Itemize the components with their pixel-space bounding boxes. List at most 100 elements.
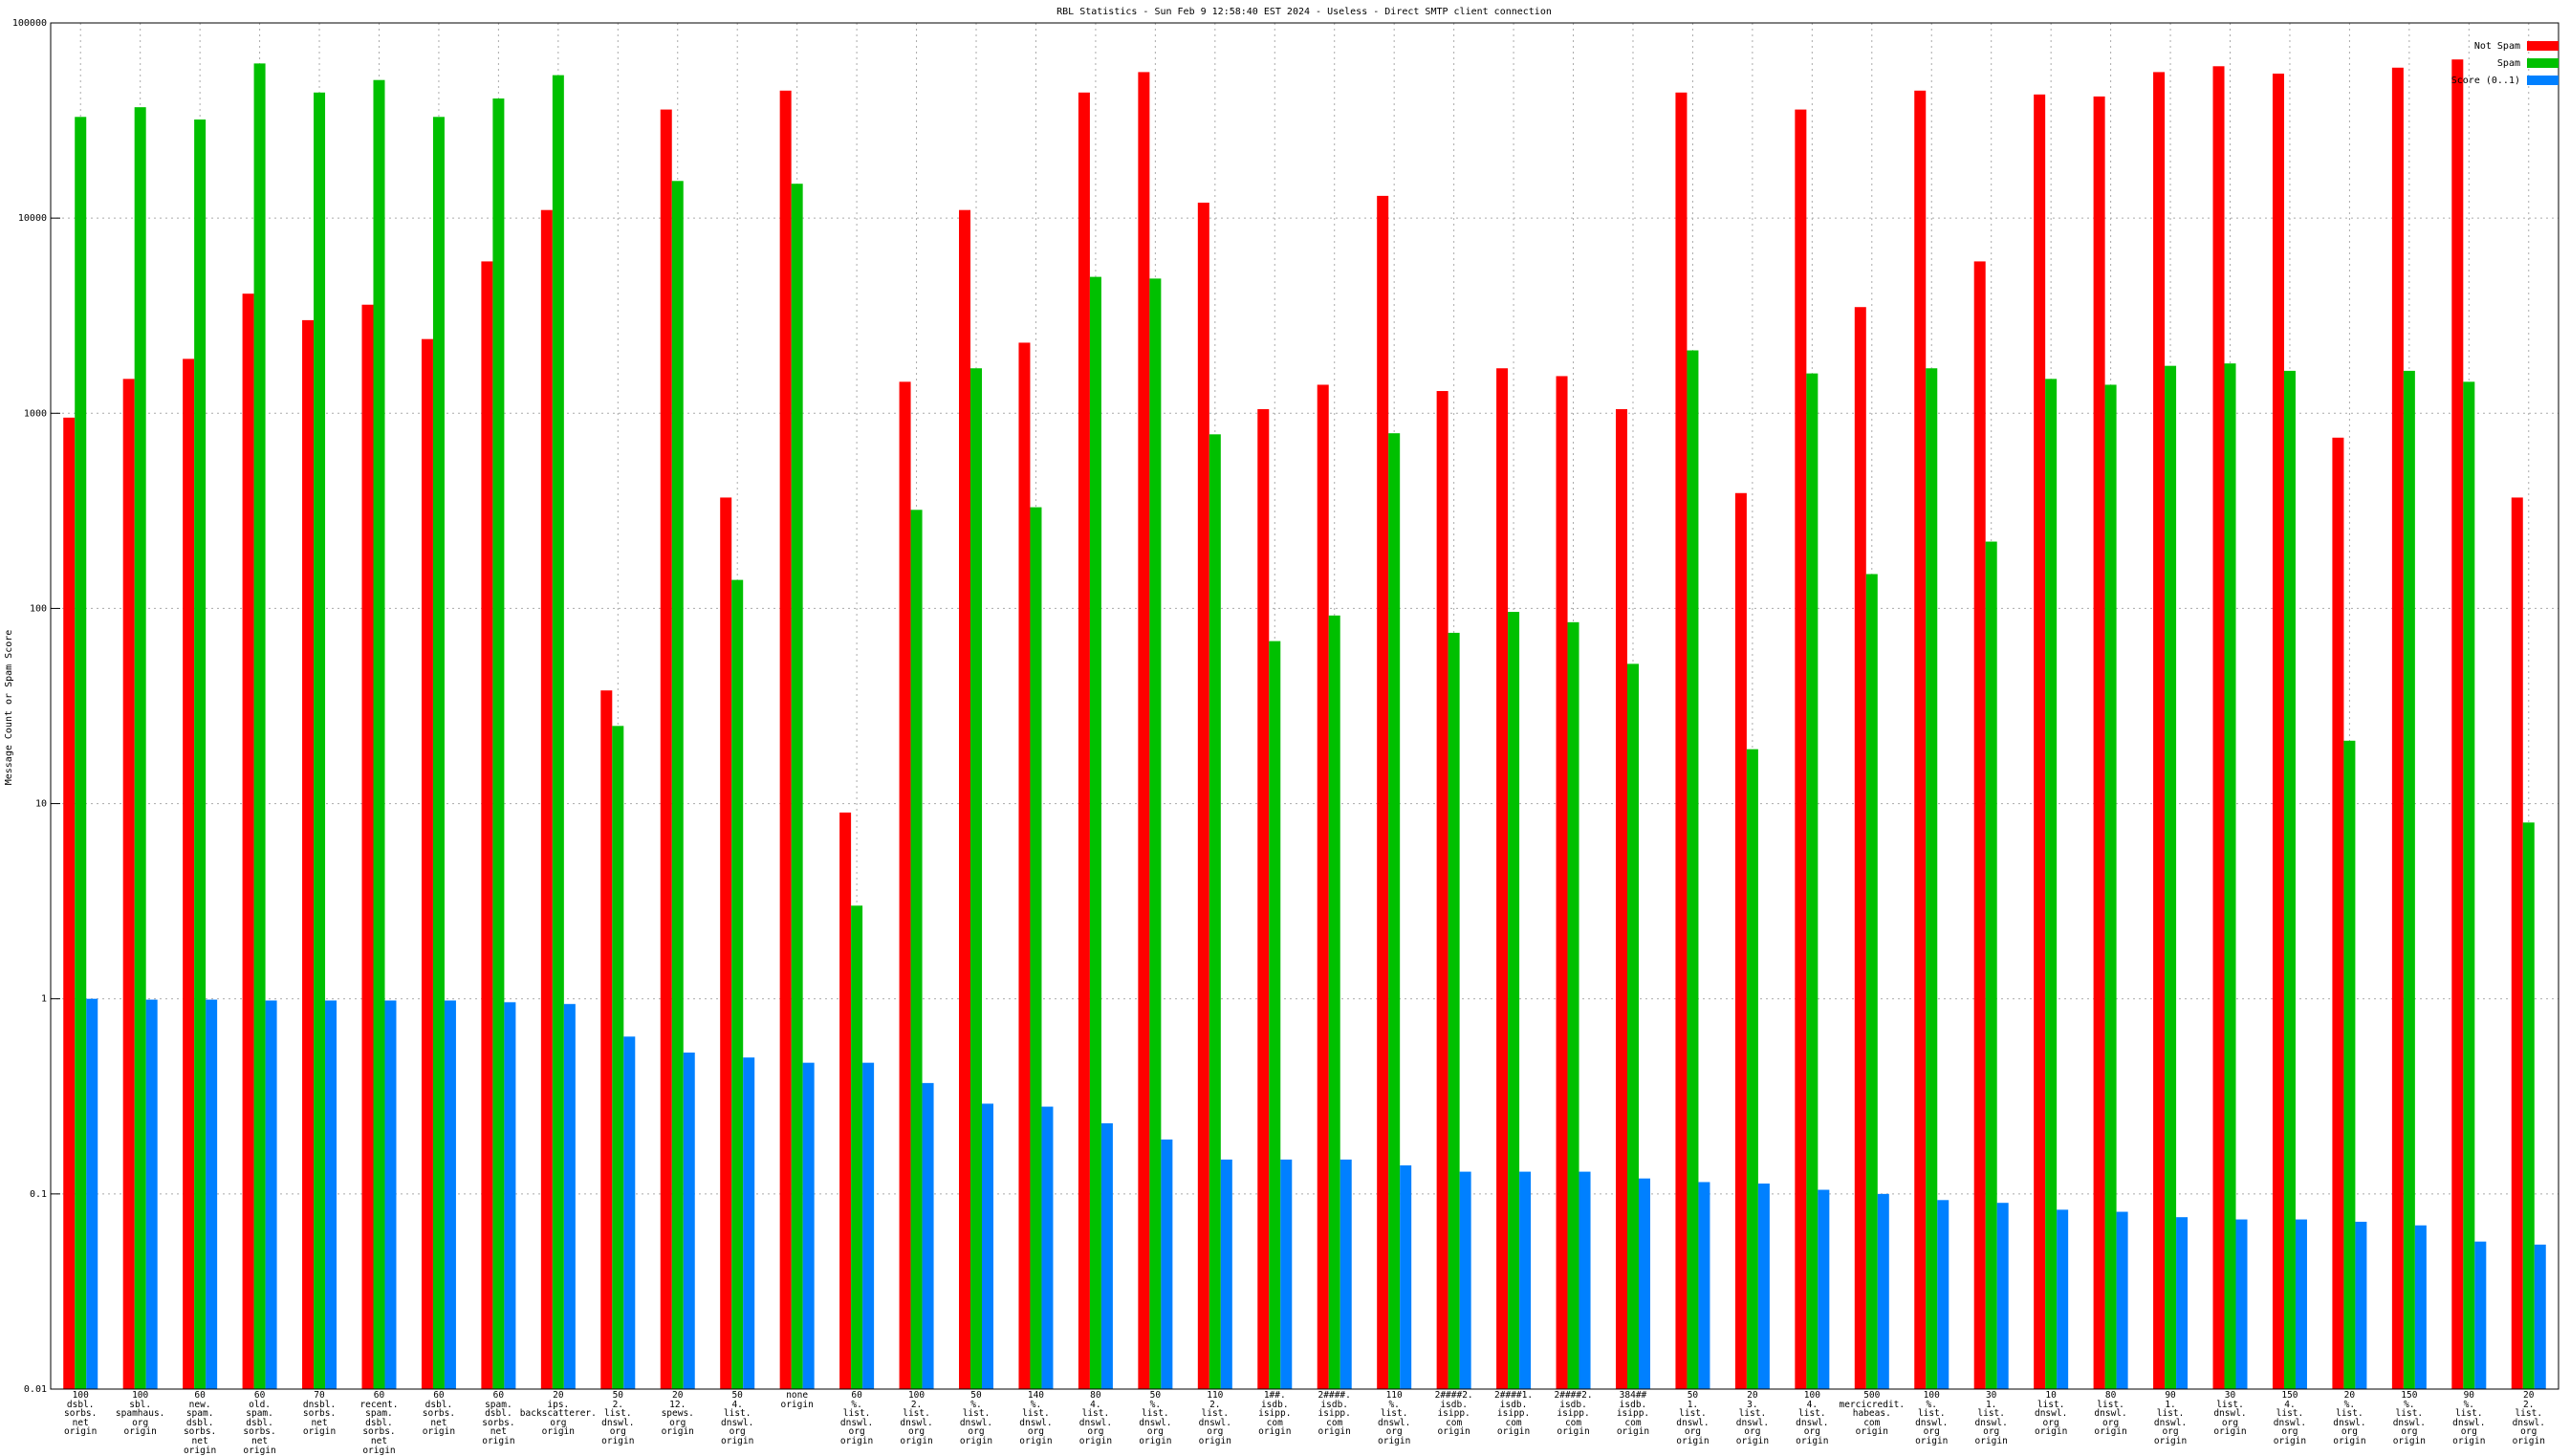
bar [970, 368, 983, 1389]
bar [1556, 376, 1568, 1389]
bar [563, 1004, 576, 1389]
bar [1459, 1171, 1471, 1389]
legend-label: Spam [2497, 58, 2520, 69]
x-tick-label: 20 3. list. dnswl. org origin [1735, 1390, 1770, 1446]
x-tick-label: 384## isdb. isipp. com origin [1616, 1390, 1650, 1438]
x-tick-label: 50 4. list. dnswl. org origin [721, 1390, 754, 1446]
bar [1041, 1106, 1054, 1389]
bar [444, 1000, 456, 1389]
bar [1687, 350, 1699, 1389]
bar [1078, 92, 1090, 1389]
bar [2116, 1211, 2128, 1389]
bar [2474, 1241, 2487, 1389]
x-tick-label: 80 4. list. dnswl. org origin [1078, 1390, 1113, 1446]
bar [1280, 1159, 1293, 1389]
bar [361, 304, 374, 1390]
bar [2272, 74, 2284, 1390]
bar [75, 117, 87, 1389]
bar [373, 79, 385, 1389]
bar [2212, 66, 2225, 1390]
bar [1197, 202, 1209, 1390]
x-tick-label: 30 list. dnswl. org origin [2213, 1390, 2247, 1438]
bar [2283, 370, 2296, 1389]
x-tick-label: 20 12. spews. org origin [661, 1390, 694, 1438]
bar [2355, 1221, 2367, 1389]
plot-frame [50, 22, 2559, 1390]
bar [122, 379, 135, 1390]
bar [910, 510, 923, 1389]
x-tick-label: 20 ips. backscatterer. org origin [519, 1390, 597, 1438]
y-tick-label: 100 [30, 603, 47, 614]
y-tick-label: 10 [35, 799, 47, 810]
bar [481, 261, 493, 1390]
bar [1795, 109, 1807, 1390]
bar [1400, 1165, 1412, 1389]
legend-swatch [2527, 58, 2559, 68]
x-tick-label: none origin [780, 1390, 814, 1410]
x-tick-label: 60 %. list. dnswl. org origin [839, 1390, 874, 1446]
x-tick-label: 50 %. list. dnswl. org origin [959, 1390, 993, 1446]
bar [1877, 1193, 1889, 1389]
x-tick-label: 60 spam. dsbl. sorbs. net origin [482, 1390, 515, 1446]
bar [2451, 59, 2464, 1390]
x-tick-label: 2####2. isdb. isipp. com origin [1434, 1390, 1473, 1438]
y-tick-label: 1000 [24, 408, 47, 419]
bar [2045, 379, 2058, 1390]
bar [1675, 92, 1688, 1389]
x-tick-label: 70 dnsbl. sorbs. net origin [302, 1390, 337, 1438]
x-tick-label: 100 4. list. dnswl. org origin [1796, 1390, 1829, 1446]
bar [1734, 492, 1747, 1389]
bar [2235, 1219, 2248, 1389]
bar [1626, 663, 1639, 1389]
bar [2224, 363, 2236, 1390]
bar [2153, 72, 2166, 1389]
bar [2414, 1225, 2427, 1389]
legend-label: Not Spam [2474, 41, 2520, 52]
bar [265, 1000, 277, 1389]
bar [851, 905, 863, 1389]
bar [134, 107, 146, 1389]
bar [86, 998, 98, 1389]
bar [791, 184, 803, 1390]
bar [2511, 497, 2523, 1389]
bar [2165, 365, 2177, 1389]
bar [183, 359, 195, 1390]
bar [302, 319, 315, 1390]
bar [2176, 1217, 2189, 1389]
y-tick-label: 0.01 [24, 1384, 47, 1395]
y-tick-label: 100000 [12, 18, 47, 29]
bar [1579, 1171, 1591, 1389]
x-tick-label: 100 %. list. dnswl. org origin [1915, 1390, 1949, 1446]
bar [2034, 94, 2046, 1389]
bar [899, 381, 911, 1389]
bar [1149, 278, 1162, 1390]
y-tick-label: 10000 [18, 213, 47, 224]
bar [839, 812, 852, 1389]
bar [1220, 1159, 1232, 1389]
x-tick-label: 50 2. list. dnswl. org origin [601, 1390, 635, 1446]
x-tick-label: 2####1. isdb. isipp. com origin [1494, 1390, 1534, 1438]
x-tick-label: 10 list. dnswl. org origin [2034, 1390, 2068, 1438]
x-tick-label: 2####2. isdb. isipp. com origin [1554, 1390, 1593, 1438]
bar [1985, 541, 1997, 1389]
bar [1388, 433, 1401, 1389]
bar [1030, 507, 1042, 1389]
bar [600, 690, 613, 1389]
bar [660, 109, 672, 1390]
bar [612, 726, 624, 1389]
bar [982, 1103, 994, 1389]
bar [1914, 90, 1927, 1389]
bar [1089, 276, 1101, 1390]
x-tick-label: 1##. isdb. isipp. com origin [1258, 1390, 1292, 1438]
bar [194, 120, 207, 1389]
bar [1638, 1178, 1650, 1389]
bar [2104, 384, 2117, 1389]
x-tick-label: 2####. isdb. isipp. com origin [1318, 1390, 1351, 1438]
bar [1519, 1171, 1532, 1389]
bar [922, 1082, 934, 1389]
y-tick-label: 0.1 [30, 1189, 47, 1200]
bar [1269, 641, 1281, 1389]
bar [253, 63, 266, 1390]
x-tick-label: 150 %. list. dnswl. org origin [2392, 1390, 2427, 1446]
